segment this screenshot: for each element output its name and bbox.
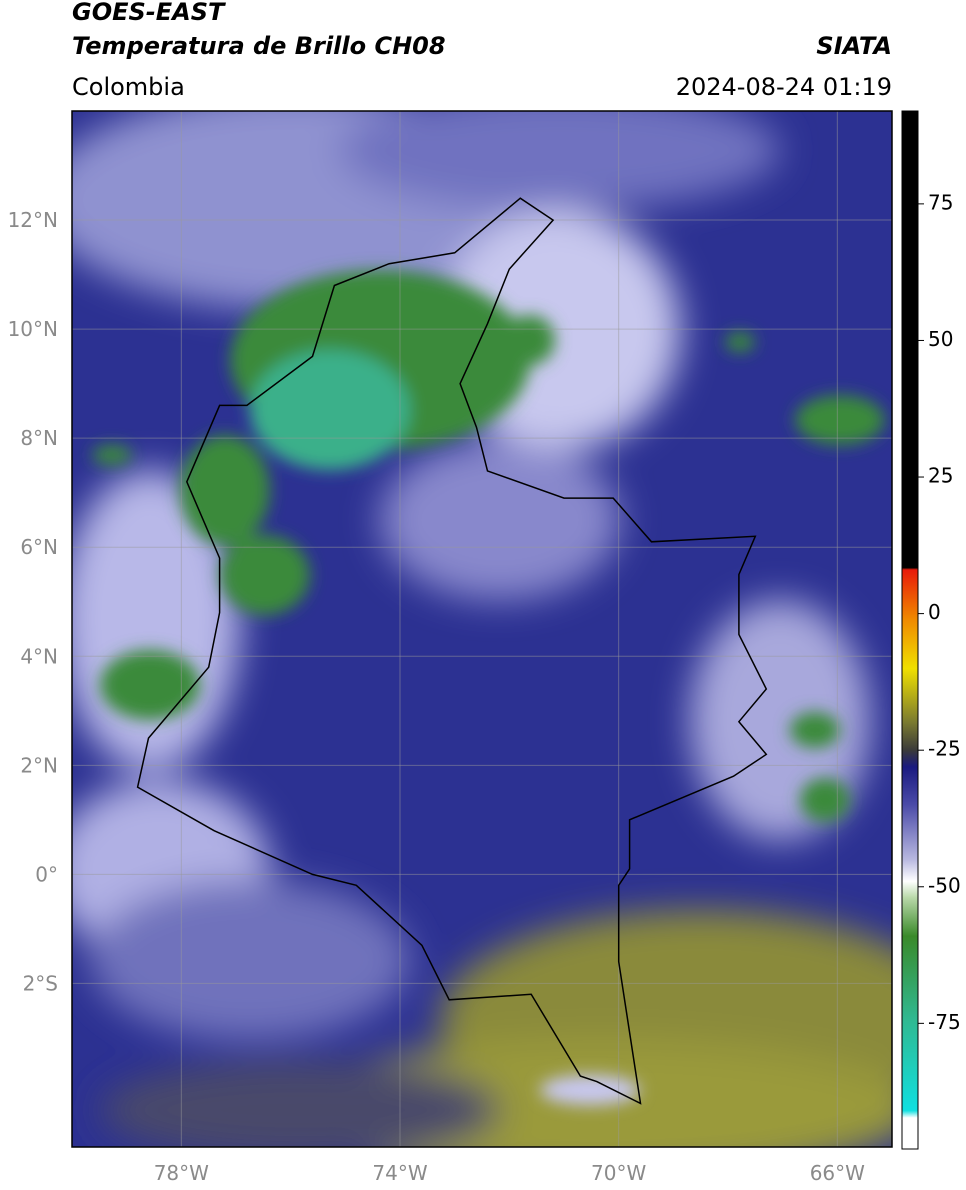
country-border — [136, 197, 768, 1105]
y-tick-label: 8°N — [20, 426, 58, 450]
x-tick-label: 74°W — [372, 1161, 427, 1185]
source: SIATA — [816, 32, 892, 60]
region: Colombia — [72, 73, 185, 101]
subtitle: Temperatura de Brillo CH08 — [72, 32, 446, 60]
map-frame — [71, 110, 893, 1148]
colorbar-tick-label: -75 — [928, 1010, 961, 1034]
y-tick-label: 12°N — [8, 208, 58, 232]
y-tick-label: 2°N — [20, 753, 58, 777]
grid — [72, 111, 892, 1147]
x-tick-label: 70°W — [591, 1161, 646, 1185]
colorbar-tick-label: -25 — [928, 737, 961, 761]
y-tick-label: 2°S — [23, 971, 58, 995]
colorbar-tick-label: -50 — [928, 873, 961, 897]
y-tick-label: 6°N — [20, 535, 58, 559]
colorbar-tick-label: 0 — [928, 600, 941, 624]
y-tick-label: 0° — [35, 862, 58, 886]
colorbar-tick-label: 75 — [928, 190, 953, 214]
x-tick-label: 66°W — [810, 1161, 865, 1185]
cloud-field — [72, 111, 892, 1147]
y-tick-label: 4°N — [20, 644, 58, 668]
timestamp: 2024-08-24 01:19 — [676, 73, 892, 101]
cold-cloud-tops — [92, 270, 885, 1105]
title: GOES-EAST — [72, 0, 226, 26]
map — [72, 111, 892, 1147]
colorbar-tick-label: 25 — [928, 464, 953, 488]
y-tick-label: 10°N — [8, 317, 58, 341]
colorbar — [901, 110, 919, 1150]
colorbar-tick-label: 50 — [928, 327, 953, 351]
x-tick-label: 78°W — [154, 1161, 209, 1185]
